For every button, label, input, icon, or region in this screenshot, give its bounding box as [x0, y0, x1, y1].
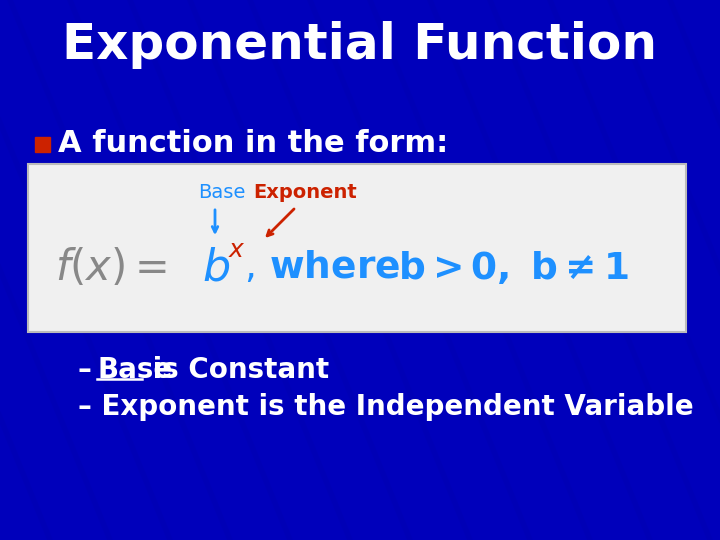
Text: Base: Base	[198, 183, 246, 201]
Text: A function in the form:: A function in the form:	[58, 130, 449, 159]
Text: –: –	[78, 356, 102, 384]
Text: $\mathbf{b > 0,\ b \neq 1}$: $\mathbf{b > 0,\ b \neq 1}$	[398, 249, 629, 287]
Text: $x$: $x$	[228, 238, 246, 262]
Text: Base: Base	[97, 356, 172, 384]
Text: – Exponent is the Independent Variable: – Exponent is the Independent Variable	[78, 393, 693, 421]
Text: $b$: $b$	[202, 246, 230, 289]
Bar	[28, 164, 686, 332]
Text: $,\,\mathbf{where}$: $,\,\mathbf{where}$	[244, 250, 400, 286]
Text: $f(x) =$: $f(x) =$	[55, 247, 167, 289]
Text: Exponential Function: Exponential Function	[63, 21, 657, 69]
Bar	[35, 137, 50, 152]
Text: is Constant: is Constant	[143, 356, 329, 384]
Text: Exponent: Exponent	[253, 183, 357, 201]
